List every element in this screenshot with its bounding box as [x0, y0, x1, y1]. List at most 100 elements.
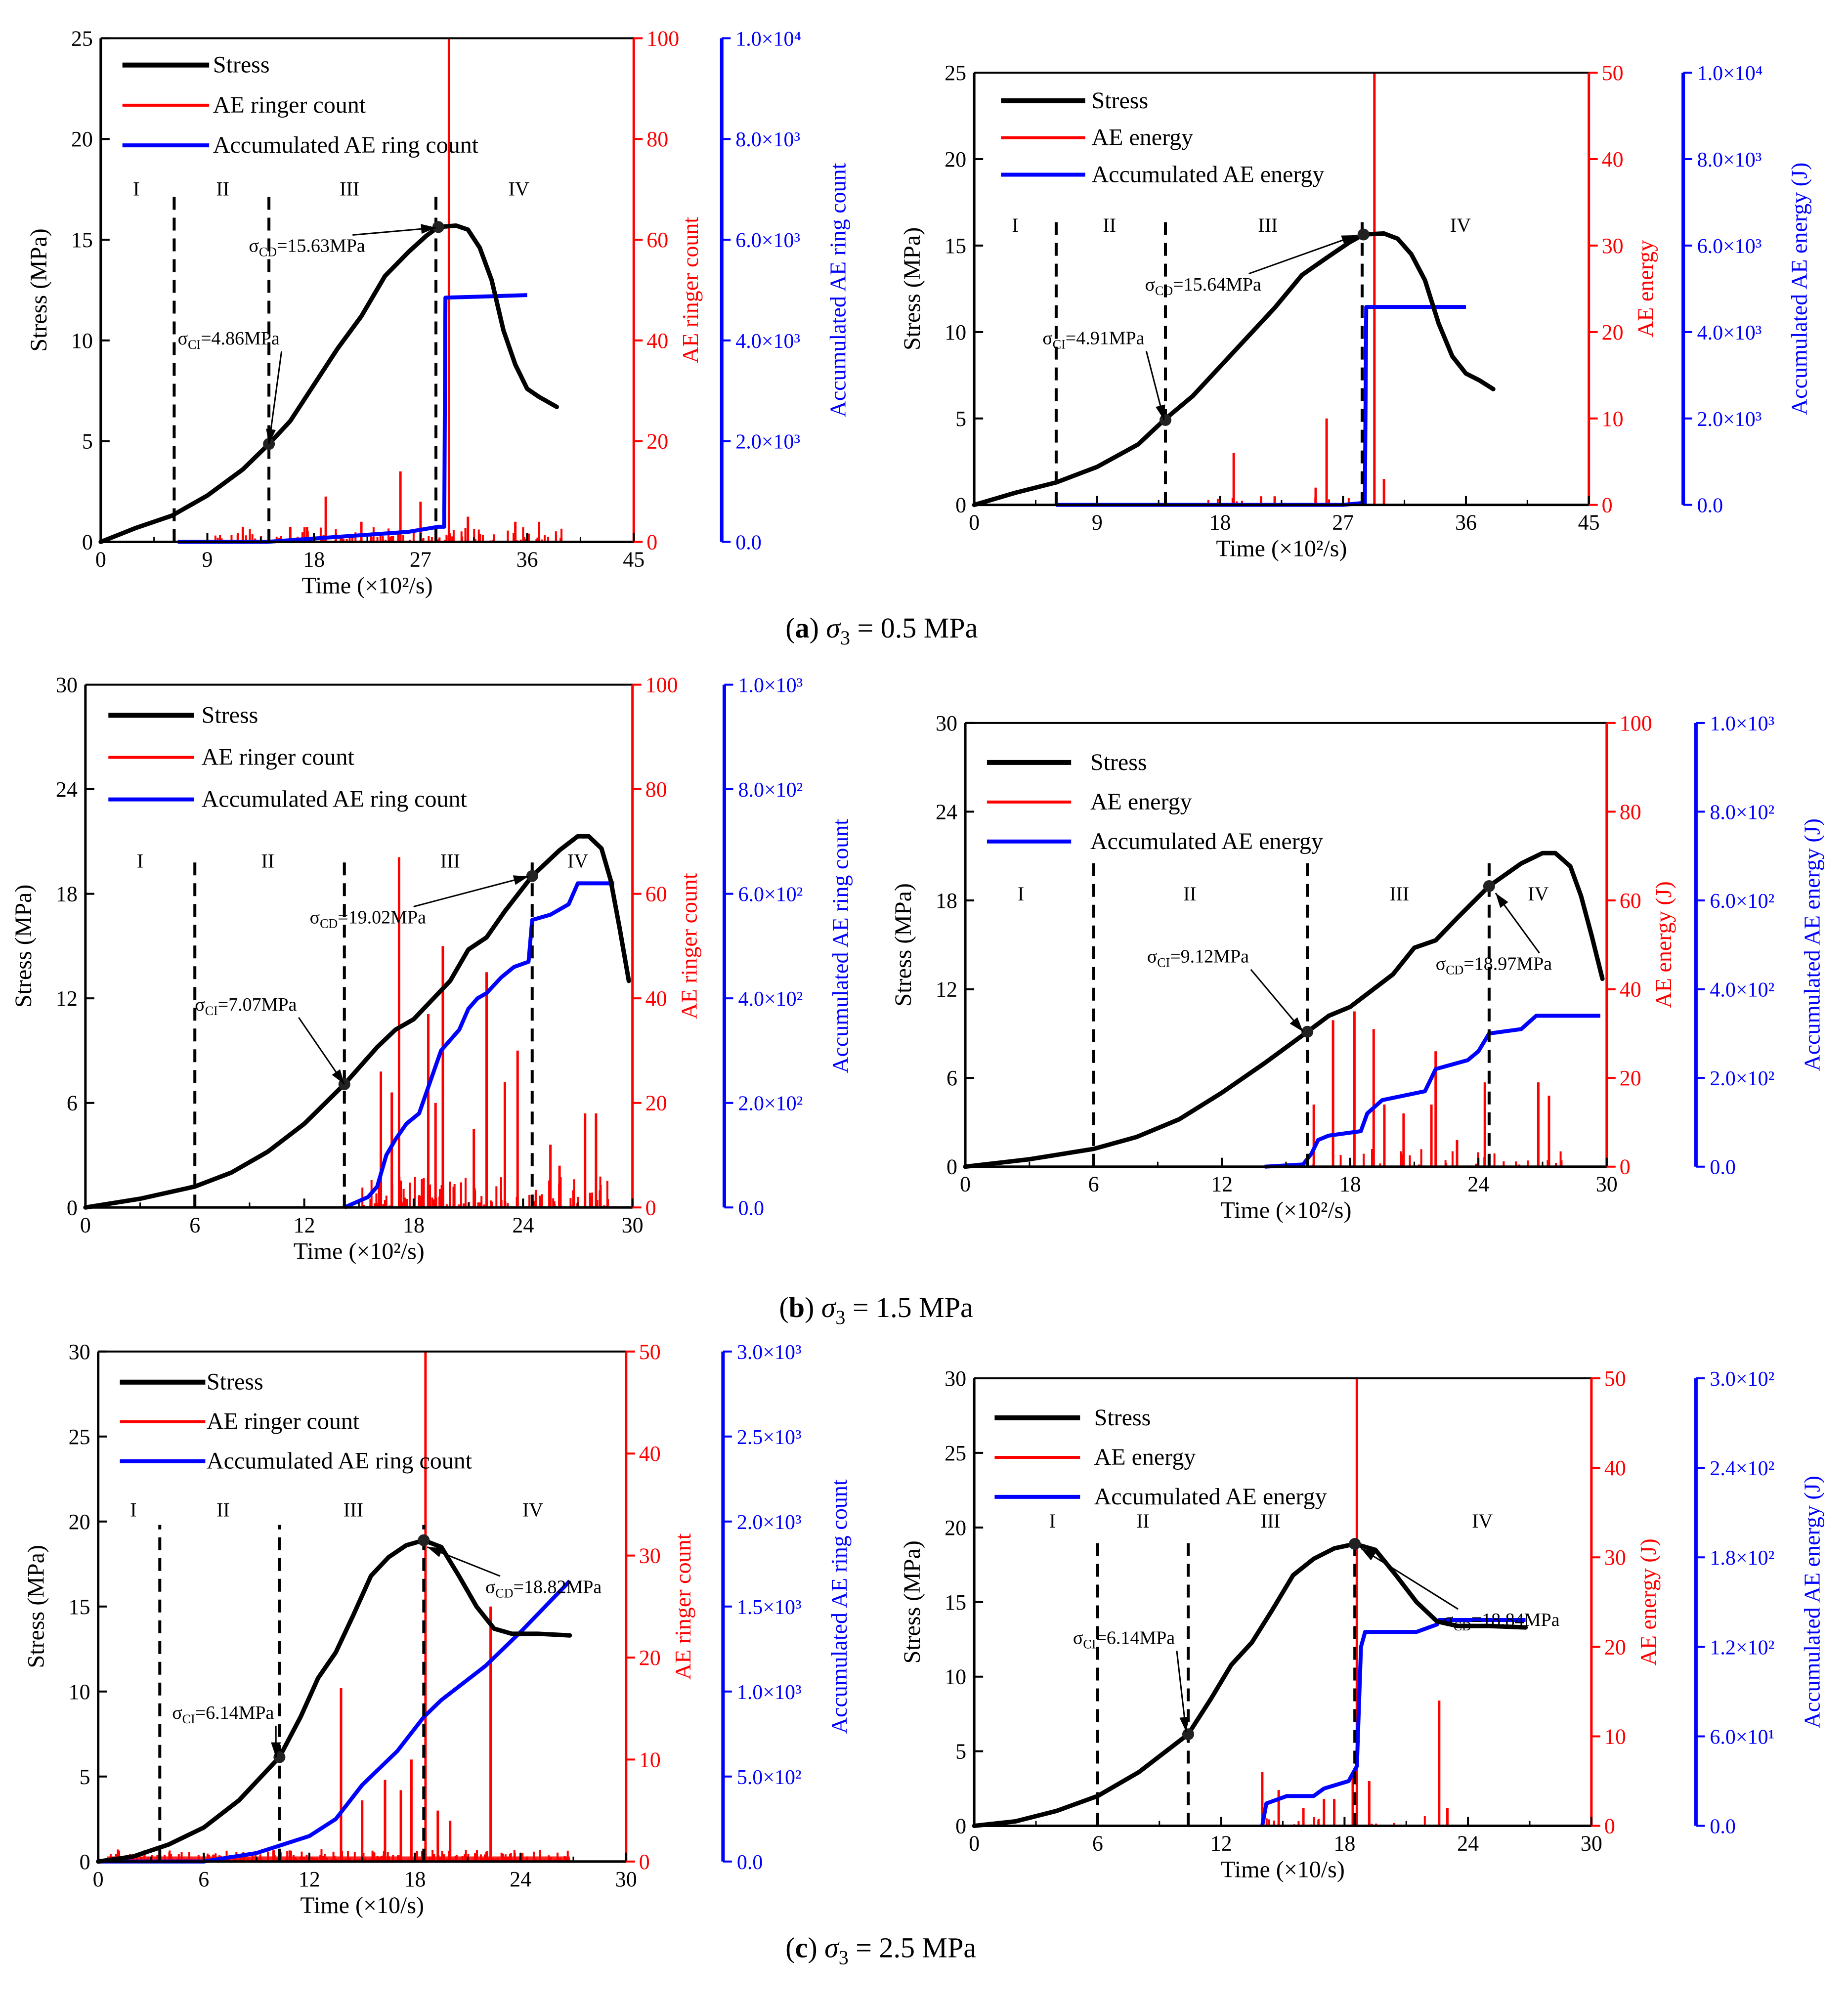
legend-label: AE ringer count: [213, 92, 366, 118]
y2-tick-label: 20: [1604, 1635, 1626, 1659]
y-tick-label: 0: [80, 1850, 90, 1874]
y3-tick-label: 0.0: [738, 1197, 764, 1220]
x-tick-label: 6: [189, 1213, 200, 1237]
y-tick-label: 10: [71, 329, 93, 353]
legend-label: Stress: [1094, 1405, 1151, 1431]
y-tick-label: 0: [67, 1195, 78, 1220]
x-tick-label: 30: [615, 1867, 637, 1891]
y-tick-label: 20: [945, 1516, 966, 1540]
stress-curve: [96, 1538, 572, 1864]
x-tick-label: 18: [303, 548, 325, 572]
arrow-head: [513, 875, 529, 885]
y2-tick-label: 40: [645, 986, 667, 1011]
y3-tick-label: 8.0×10²: [1710, 801, 1774, 824]
x-tick-label: 30: [1581, 1832, 1602, 1856]
y-tick-label: 0: [955, 493, 966, 517]
x-tick-label: 18: [1333, 1832, 1355, 1856]
y3-tick-label: 0.0: [1710, 1816, 1736, 1838]
y2-tick-label: 40: [639, 1442, 661, 1466]
stress-curve: [972, 1541, 1528, 1829]
y3-axis-label: Accumulated AE ring count: [827, 819, 853, 1073]
x-tick-label: 9: [1092, 511, 1103, 535]
y2-tick-label: 50: [639, 1340, 661, 1364]
legend-label: AE energy: [1094, 1444, 1196, 1470]
legend-label: AE energy: [1091, 125, 1193, 151]
arrow-head: [1341, 235, 1357, 245]
x-tick-label: 27: [1332, 511, 1354, 535]
legend-label: Accumulated AE energy: [1094, 1484, 1327, 1510]
stage-label: I: [1018, 883, 1024, 905]
y-tick-label: 5: [955, 1740, 966, 1764]
y-tick-label: 6: [67, 1091, 78, 1115]
stress-point: [1357, 228, 1370, 241]
y2-tick-label: 0: [1620, 1155, 1631, 1179]
annotation-cd: σCD=18.84MPa: [1443, 1610, 1559, 1633]
stage-label: III: [1258, 214, 1278, 236]
annotation-arrow: [413, 875, 529, 907]
y2-tick-label: 100: [645, 673, 678, 697]
stage-label: IV: [567, 850, 588, 872]
y2-axis-label: AE ringer count: [678, 217, 703, 364]
stage-label: I: [130, 1498, 136, 1521]
y2-axis-label: AE energy (J): [1651, 881, 1676, 1008]
stress-point: [418, 1534, 430, 1546]
y-tick-label: 20: [71, 127, 93, 151]
arrow-head: [271, 1742, 281, 1757]
y3-tick-label: 0.0: [737, 1851, 763, 1874]
y-axis-label: Stress (MPa): [890, 883, 916, 1006]
y3-tick-label: 2.0×10³: [735, 431, 800, 454]
y-tick-label: 15: [945, 234, 966, 258]
y2-tick-label: 40: [1602, 147, 1624, 171]
accumulated-curve: [98, 1579, 571, 1864]
y-tick-label: 30: [56, 673, 78, 697]
x-tick-label: 18: [1339, 1172, 1361, 1196]
x-tick-label: 45: [623, 548, 645, 572]
y-tick-label: 15: [71, 228, 93, 252]
annotation-ci: σCI=6.14MPa: [172, 1703, 274, 1726]
x-tick-label: 45: [1578, 511, 1600, 535]
figure-caption-b: (b) σ3 = 1.5 MPa: [779, 1291, 973, 1328]
y-tick-label: 0: [82, 530, 93, 554]
y3-tick-label: 6.0×10³: [735, 229, 800, 252]
y3-tick-label: 6.0×10³: [1697, 235, 1762, 258]
legend-label: AE energy: [1090, 789, 1192, 815]
y2-tick-label: 20: [1602, 320, 1624, 344]
y2-axis-label: AE ringer count: [670, 1533, 695, 1680]
x-axis-label: Time (×10²/s): [302, 573, 433, 599]
y-tick-label: 24: [56, 777, 78, 802]
y3-tick-label: 4.0×10³: [1697, 322, 1762, 344]
y-tick-label: 20: [945, 147, 966, 171]
x-axis-label: Time (×10/s): [1221, 1857, 1345, 1883]
y2-tick-label: 30: [639, 1544, 661, 1568]
x-tick-label: 6: [198, 1867, 209, 1891]
stage-label: II: [216, 177, 229, 200]
y2-axis-label: AE ringer count: [677, 873, 702, 1020]
legend-label: AE ringer count: [202, 744, 355, 770]
y3-tick-label: 1.2×10²: [1710, 1636, 1774, 1659]
y2-tick-label: 80: [1620, 800, 1641, 824]
stage-label: III: [1261, 1510, 1281, 1532]
y-tick-label: 30: [936, 711, 957, 735]
stress-point: [1160, 414, 1172, 426]
y-tick-label: 25: [71, 26, 93, 50]
y2-tick-label: 10: [1602, 407, 1624, 431]
y2-tick-label: 50: [1604, 1366, 1626, 1391]
arrow-head: [1361, 1548, 1376, 1561]
y-tick-label: 5: [82, 429, 93, 454]
y3-tick-label: 5.0×10²: [737, 1766, 802, 1789]
y2-tick-label: 30: [1604, 1545, 1626, 1570]
x-tick-label: 36: [516, 548, 538, 572]
x-tick-label: 9: [202, 548, 213, 572]
x-tick-label: 24: [1457, 1832, 1479, 1856]
y2-tick-label: 50: [1602, 61, 1624, 85]
y2-tick-label: 20: [1620, 1066, 1641, 1090]
y2-tick-label: 30: [1602, 234, 1624, 258]
arrow-head: [332, 1069, 344, 1084]
x-tick-label: 24: [1467, 1172, 1489, 1196]
y2-axis-label: AE energy: [1633, 240, 1658, 338]
figure-caption-a: (a) σ3 = 0.5 MPa: [785, 612, 978, 649]
